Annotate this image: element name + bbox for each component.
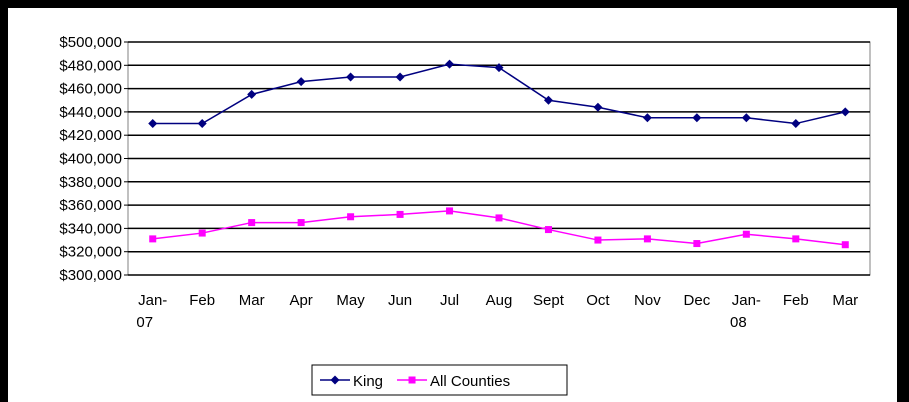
point [445,59,455,69]
y-tick-label: $360,000 [59,197,122,214]
frame-top [0,0,909,8]
x-tick-label: Jan-07 [136,292,167,331]
x-tick-label: Feb [783,292,809,309]
x-tick-label: Aug [486,292,513,309]
x-tick-label: Jun [388,292,412,309]
point [543,95,553,105]
y-tick-label: $460,000 [59,81,122,98]
point [692,113,702,123]
point [741,113,751,123]
legend-marker [330,375,340,385]
point [296,77,306,87]
legend-label: King [353,373,383,390]
point [396,210,404,218]
x-tick-label: Jan-08 [730,292,761,331]
point [791,119,801,129]
point [642,113,652,123]
point [594,236,602,244]
point [248,219,256,227]
y-tick-label: $480,000 [59,57,122,74]
point [197,119,207,129]
point [643,235,651,243]
y-tick-label: $420,000 [59,127,122,144]
point [693,240,701,248]
legend-marker [408,376,416,384]
y-tick-label: $300,000 [59,267,122,284]
x-tick-label: Nov [634,292,661,309]
point [198,229,206,237]
x-tick-label: Mar [832,292,858,309]
frame-left [0,0,8,402]
x-tick-label: Sept [533,292,565,309]
point [297,219,305,227]
legend-box [311,364,568,396]
frame-right [897,0,909,402]
point [840,107,850,117]
x-tick-label: Apr [289,292,312,309]
point [742,230,750,238]
point [346,72,356,82]
point [494,63,504,73]
y-tick-label: $400,000 [59,151,122,168]
point [841,241,849,249]
point [148,119,158,129]
point [495,214,503,222]
x-tick-label: May [336,292,365,309]
y-tick-label: $380,000 [59,174,122,191]
point [446,207,454,215]
y-tick-label: $500,000 [59,34,122,51]
y-tick-label: $320,000 [59,244,122,261]
point [247,89,257,99]
point [792,235,800,243]
x-tick-label: Jul [440,292,459,309]
point [347,213,355,221]
legend-label: All Counties [430,373,510,390]
point [395,72,405,82]
point [593,102,603,112]
x-tick-label: Oct [586,292,610,309]
y-tick-label: $340,000 [59,220,122,237]
point [149,235,157,243]
point [544,226,552,234]
x-tick-label: Dec [684,292,711,309]
x-tick-label: Mar [239,292,265,309]
y-tick-label: $440,000 [59,104,122,121]
x-tick-label: Feb [189,292,215,309]
